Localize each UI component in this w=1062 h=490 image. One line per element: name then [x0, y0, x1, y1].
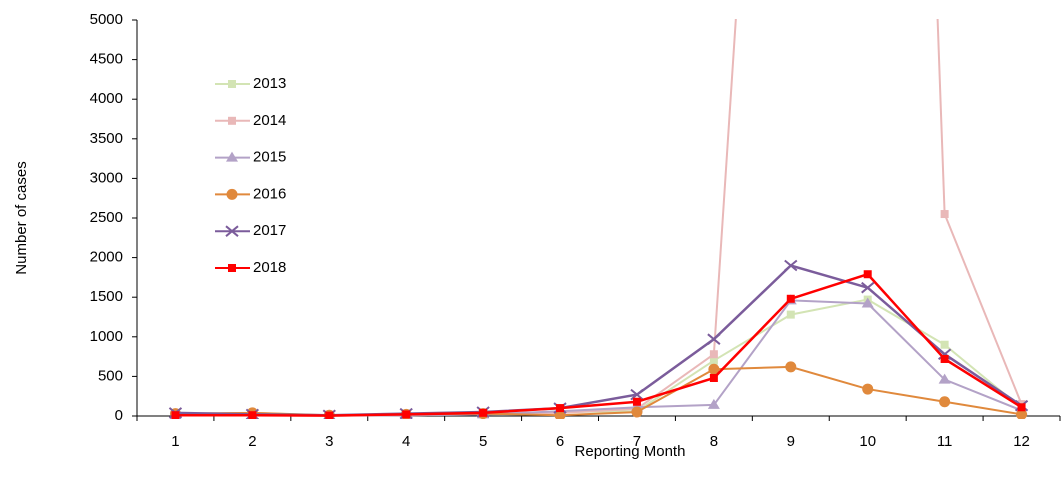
x-tick-label: 9: [787, 433, 795, 450]
data-point: [1017, 403, 1026, 412]
legend-label: 2016: [253, 185, 286, 202]
legend-label: 2014: [253, 112, 286, 129]
data-point: [248, 411, 257, 419]
data-point: [1016, 408, 1028, 419]
y-tick-label: 2000: [90, 249, 123, 266]
data-point: [786, 294, 795, 303]
data-point: [784, 259, 798, 272]
y-axis-title: Number of cases: [13, 161, 30, 274]
legend-marker: [228, 116, 236, 125]
y-tick-label: 2500: [90, 209, 123, 226]
data-point: [940, 340, 949, 349]
legend-label: 2013: [253, 75, 286, 92]
data-point: [556, 404, 565, 413]
y-tick-label: 1500: [90, 288, 123, 305]
data-point: [861, 297, 874, 308]
data-point: [785, 361, 797, 373]
y-tick-label: 5000: [90, 11, 123, 28]
y-tick-label: 0: [115, 407, 123, 424]
data-point: [861, 281, 875, 294]
data-point: [940, 354, 949, 363]
data-point: [709, 350, 718, 359]
y-tick-label: 3500: [90, 130, 123, 147]
data-point: [709, 373, 718, 382]
data-point: [940, 210, 949, 219]
data-point: [863, 270, 872, 279]
series-line: [175, 365, 1022, 417]
data-point: [709, 356, 718, 365]
data-point: [862, 383, 874, 395]
data-point: [479, 408, 488, 417]
y-tick-label: 4500: [90, 51, 123, 68]
legend-marker: [228, 264, 236, 272]
data-point: [631, 406, 643, 418]
legend-label: 2015: [253, 149, 286, 166]
y-tick-label: 500: [98, 367, 123, 384]
legend-label: 2018: [253, 259, 286, 276]
x-tick-label: 8: [710, 433, 718, 450]
x-tick-label: 3: [325, 433, 333, 450]
legend-marker: [226, 151, 238, 162]
series-line: [175, 272, 1023, 417]
data-point: [632, 397, 641, 406]
data-point: [707, 333, 721, 345]
data-point: [939, 396, 951, 408]
y-tick-label: 1000: [90, 328, 123, 345]
y-tick-label: 4000: [90, 90, 123, 107]
plot-area: [168, 19, 1029, 419]
series-line: [175, 19, 1023, 417]
x-tick-label: 4: [402, 433, 410, 450]
y-tick-label: 3000: [90, 169, 123, 186]
x-tick-label: 6: [556, 433, 564, 450]
series-line: [175, 299, 1022, 417]
data-point: [707, 398, 720, 409]
data-point: [171, 411, 180, 419]
legend-marker: [226, 188, 238, 200]
x-tick-label: 10: [859, 433, 876, 450]
data-point: [708, 363, 720, 375]
x-axis-title: Reporting Month: [575, 443, 686, 460]
series-line: [175, 298, 1023, 417]
x-tick-label: 2: [248, 433, 256, 450]
legend-marker: [228, 80, 236, 88]
x-tick-label: 12: [1013, 433, 1030, 450]
legend-marker: [225, 225, 239, 237]
legend-label: 2017: [253, 222, 286, 239]
data-point: [402, 410, 411, 419]
data-point: [938, 373, 951, 384]
x-tick-label: 5: [479, 433, 487, 450]
data-point: [325, 411, 334, 419]
x-tick-label: 1: [171, 433, 179, 450]
x-tick-label: 11: [937, 433, 953, 450]
data-point: [786, 310, 795, 319]
x-tick-label: 7: [633, 433, 641, 450]
